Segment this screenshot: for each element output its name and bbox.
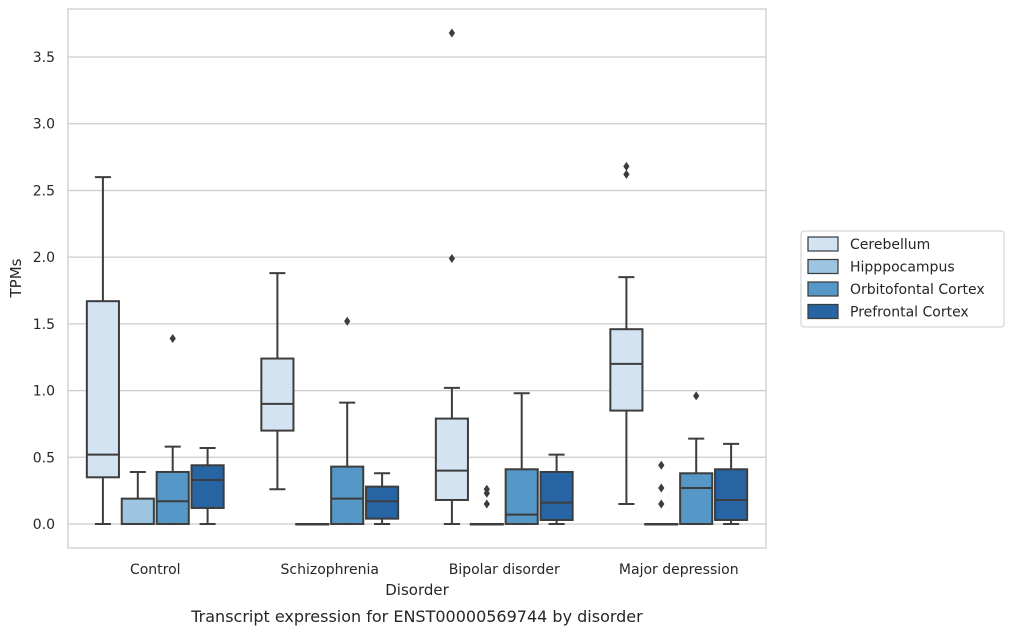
- box-iqr: [714, 468, 749, 521]
- y-axis-label: TPMs: [7, 258, 25, 298]
- y-tick-label: 2.0: [33, 250, 55, 266]
- legend-label: Orbitofontal Cortex: [850, 282, 985, 298]
- legend-frame: [800, 230, 1005, 328]
- y-tick-label: 1.5: [33, 317, 55, 333]
- box-prefrontal-cortex: [190, 446, 225, 525]
- legend-swatch: [807, 258, 839, 275]
- x-tick-labels: Control Schizophrenia Bipolar disorder Majo…: [130, 562, 739, 578]
- x-tick-label: Control: [130, 562, 181, 578]
- flier-point: [483, 499, 490, 509]
- grid-lines: [68, 56, 766, 525]
- box-iqr: [120, 497, 155, 525]
- box-iqr: [679, 472, 714, 525]
- box-iqr: [434, 417, 469, 501]
- flier-point: [658, 483, 665, 493]
- box-iqr: [85, 300, 120, 479]
- flier-point: [658, 460, 665, 470]
- flier-point: [448, 28, 456, 38]
- x-axis-label: Disorder: [385, 581, 449, 599]
- legend-swatch: [807, 236, 839, 252]
- box-cerebellum: [434, 28, 469, 525]
- box-hipppocampus: [295, 522, 330, 526]
- flier-point: [169, 334, 176, 344]
- box-orbitofontal-cortex: [504, 392, 539, 525]
- box-iqr: [539, 470, 574, 521]
- flier-point: [623, 161, 630, 171]
- box-cerebellum: [260, 272, 295, 491]
- y-tick-labels: 0.0 0.5 1.0 1.5 2.0 2.5 3.0 3.5: [33, 50, 55, 533]
- flier-point: [623, 169, 630, 179]
- x-tick-label: Schizophrenia: [281, 562, 379, 578]
- box-iqr: [609, 328, 644, 412]
- box-cerebellum: [85, 176, 120, 525]
- y-tick-label: 1.0: [33, 384, 55, 400]
- flier-point: [483, 484, 490, 494]
- box-orbitofontal-cortex: [679, 391, 714, 525]
- box-hipppocampus: [120, 470, 155, 525]
- box-iqr: [155, 470, 190, 525]
- flier-point: [448, 253, 456, 263]
- y-tick-label: 0.5: [33, 450, 55, 466]
- flier-point: [344, 316, 351, 326]
- box-iqr: [504, 468, 539, 525]
- y-tick-label: 3.0: [33, 117, 55, 133]
- box-groups: [85, 28, 749, 526]
- flier-point: [693, 391, 700, 401]
- box-prefrontal-cortex: [539, 453, 574, 525]
- y-tick-label: 2.5: [33, 183, 55, 199]
- box-cerebellum: [609, 161, 644, 505]
- box-prefrontal-cortex: [714, 442, 749, 525]
- box-hipppocampus: [644, 460, 679, 526]
- legend-swatch: [807, 281, 839, 297]
- x-tick-label: Bipolar disorder: [449, 562, 560, 578]
- plot-area-frame: [67, 8, 767, 549]
- box-iqr: [190, 464, 225, 509]
- box-prefrontal-cortex: [365, 472, 400, 525]
- box-hipppocampus: [469, 484, 504, 526]
- box-orbitofontal-cortex: [155, 334, 190, 525]
- legend: Cerebellum Hipppocampus Orbitofontal Corte…: [800, 230, 1005, 328]
- legend-label: Cerebellum: [850, 237, 930, 253]
- box-iqr: [330, 465, 365, 525]
- y-tick-label: 3.5: [33, 50, 55, 66]
- y-tick-label: 0.0: [33, 517, 55, 533]
- box-orbitofontal-cortex: [330, 316, 365, 525]
- flier-point: [658, 499, 665, 509]
- figure-caption: Transcript expression for ENST0000056974…: [190, 607, 643, 626]
- box-iqr: [260, 357, 295, 432]
- x-tick-label: Major depression: [619, 562, 739, 578]
- legend-swatch: [807, 303, 839, 320]
- legend-label: Prefrontal Cortex: [850, 305, 969, 321]
- box-iqr: [365, 485, 400, 520]
- legend-label: Hipppocampus: [850, 260, 955, 276]
